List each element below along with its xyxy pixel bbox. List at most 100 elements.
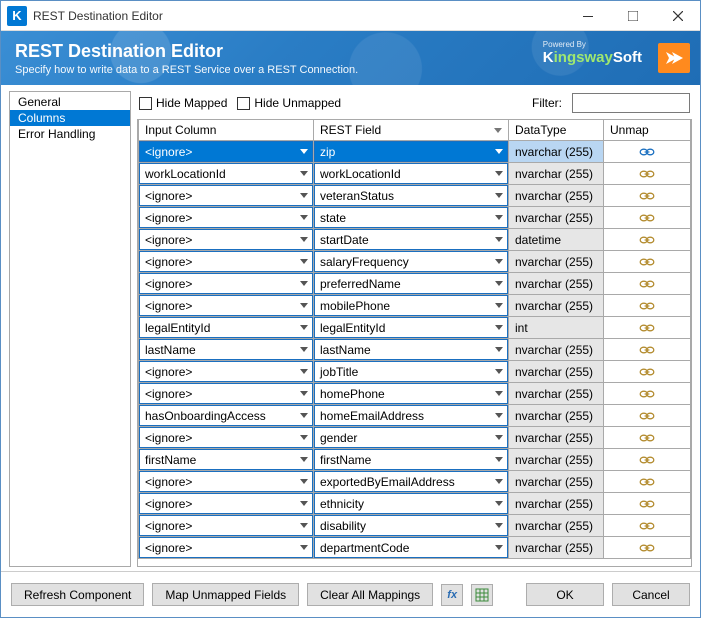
table-row[interactable]: <ignore> ethnicity nvarchar (255) bbox=[139, 493, 691, 515]
unmap-button[interactable] bbox=[604, 383, 690, 404]
window-title: REST Destination Editor bbox=[33, 9, 565, 23]
unmap-button[interactable] bbox=[604, 163, 690, 184]
input-column-combo[interactable]: lastName bbox=[139, 339, 313, 360]
close-button[interactable] bbox=[655, 1, 700, 31]
unmap-button[interactable] bbox=[604, 471, 690, 492]
sidebar-item-general[interactable]: General bbox=[10, 94, 130, 110]
table-row[interactable]: <ignore> exportedByEmailAddress nvarchar… bbox=[139, 471, 691, 493]
unmap-button[interactable] bbox=[604, 339, 690, 360]
table-row[interactable]: <ignore> startDate datetime bbox=[139, 229, 691, 251]
rest-field-combo[interactable]: lastName bbox=[314, 339, 508, 360]
table-row[interactable]: <ignore> homePhone nvarchar (255) bbox=[139, 383, 691, 405]
unmap-button[interactable] bbox=[604, 405, 690, 426]
input-column-combo[interactable]: <ignore> bbox=[139, 427, 313, 448]
col-header-datatype[interactable]: DataType bbox=[509, 120, 604, 141]
col-header-rest[interactable]: REST Field bbox=[314, 120, 509, 141]
rest-field-combo[interactable]: jobTitle bbox=[314, 361, 508, 382]
input-column-combo[interactable]: <ignore> bbox=[139, 251, 313, 272]
rest-field-combo[interactable]: workLocationId bbox=[314, 163, 508, 184]
table-row[interactable]: hasOnboardingAccess homeEmailAddress nva… bbox=[139, 405, 691, 427]
rest-field-combo[interactable]: homePhone bbox=[314, 383, 508, 404]
table-row[interactable]: firstName firstName nvarchar (255) bbox=[139, 449, 691, 471]
unmap-button[interactable] bbox=[604, 295, 690, 316]
rest-field-combo[interactable]: preferredName bbox=[314, 273, 508, 294]
input-column-combo[interactable]: <ignore> bbox=[139, 537, 313, 558]
map-unmapped-button[interactable]: Map Unmapped Fields bbox=[152, 583, 299, 606]
filter-input[interactable] bbox=[572, 93, 690, 113]
titlebar: K REST Destination Editor bbox=[1, 1, 700, 31]
cancel-button[interactable]: Cancel bbox=[612, 583, 690, 606]
maximize-button[interactable] bbox=[610, 1, 655, 31]
unmap-button[interactable] bbox=[604, 251, 690, 272]
table-row[interactable]: lastName lastName nvarchar (255) bbox=[139, 339, 691, 361]
refresh-component-button[interactable]: Refresh Component bbox=[11, 583, 144, 606]
rest-field-combo[interactable]: disability bbox=[314, 515, 508, 536]
table-row[interactable]: legalEntityId legalEntityId int bbox=[139, 317, 691, 339]
unmap-button[interactable] bbox=[604, 207, 690, 228]
sidebar-item-error-handling[interactable]: Error Handling bbox=[10, 126, 130, 142]
rest-field-combo[interactable]: ethnicity bbox=[314, 493, 508, 514]
table-row[interactable]: <ignore> gender nvarchar (255) bbox=[139, 427, 691, 449]
unmap-button[interactable] bbox=[604, 317, 690, 338]
input-column-combo[interactable]: firstName bbox=[139, 449, 313, 470]
rest-field-combo[interactable]: firstName bbox=[314, 449, 508, 470]
input-column-combo[interactable]: <ignore> bbox=[139, 207, 313, 228]
expression-button[interactable]: fx bbox=[441, 584, 463, 606]
clear-all-mappings-button[interactable]: Clear All Mappings bbox=[307, 583, 433, 606]
unmap-button[interactable] bbox=[604, 449, 690, 470]
rest-field-combo[interactable]: salaryFrequency bbox=[314, 251, 508, 272]
table-row[interactable]: <ignore> jobTitle nvarchar (255) bbox=[139, 361, 691, 383]
unmap-button[interactable] bbox=[604, 493, 690, 514]
rest-field-combo[interactable]: gender bbox=[314, 427, 508, 448]
input-column-combo[interactable]: <ignore> bbox=[139, 471, 313, 492]
columns-icon-button[interactable] bbox=[471, 584, 493, 606]
rest-field-combo[interactable]: exportedByEmailAddress bbox=[314, 471, 508, 492]
table-row[interactable]: <ignore> mobilePhone nvarchar (255) bbox=[139, 295, 691, 317]
table-row[interactable]: <ignore> veteranStatus nvarchar (255) bbox=[139, 185, 691, 207]
table-row[interactable]: workLocationId workLocationId nvarchar (… bbox=[139, 163, 691, 185]
input-column-combo[interactable]: <ignore> bbox=[139, 141, 313, 162]
hide-mapped-checkbox[interactable]: Hide Mapped bbox=[139, 96, 227, 110]
rest-field-combo[interactable]: mobilePhone bbox=[314, 295, 508, 316]
input-column-combo[interactable]: <ignore> bbox=[139, 383, 313, 404]
input-column-combo[interactable]: <ignore> bbox=[139, 229, 313, 250]
unmap-button[interactable] bbox=[604, 361, 690, 382]
table-row[interactable]: <ignore> disability nvarchar (255) bbox=[139, 515, 691, 537]
table-row[interactable]: <ignore> state nvarchar (255) bbox=[139, 207, 691, 229]
input-column-combo[interactable]: <ignore> bbox=[139, 185, 313, 206]
input-column-combo[interactable]: hasOnboardingAccess bbox=[139, 405, 313, 426]
table-row[interactable]: <ignore> departmentCode nvarchar (255) bbox=[139, 537, 691, 559]
rest-field-combo[interactable]: state bbox=[314, 207, 508, 228]
rest-field-combo[interactable]: zip bbox=[314, 141, 508, 162]
input-column-combo[interactable]: workLocationId bbox=[139, 163, 313, 184]
unmap-button[interactable] bbox=[604, 515, 690, 536]
rest-field-value: homePhone bbox=[315, 387, 491, 401]
unmap-button[interactable] bbox=[604, 185, 690, 206]
unmap-button[interactable] bbox=[604, 273, 690, 294]
table-row[interactable]: <ignore> zip nvarchar (255) bbox=[139, 141, 691, 163]
rest-field-combo[interactable]: veteranStatus bbox=[314, 185, 508, 206]
input-column-combo[interactable]: <ignore> bbox=[139, 493, 313, 514]
table-row[interactable]: <ignore> salaryFrequency nvarchar (255) bbox=[139, 251, 691, 273]
rest-field-combo[interactable]: legalEntityId bbox=[314, 317, 508, 338]
table-row[interactable]: <ignore> preferredName nvarchar (255) bbox=[139, 273, 691, 295]
unmap-button[interactable] bbox=[604, 141, 690, 162]
minimize-button[interactable] bbox=[565, 1, 610, 31]
rest-field-combo[interactable]: homeEmailAddress bbox=[314, 405, 508, 426]
unmap-button[interactable] bbox=[604, 229, 690, 250]
hide-unmapped-checkbox[interactable]: Hide Unmapped bbox=[237, 96, 341, 110]
unmap-button[interactable] bbox=[604, 537, 690, 558]
input-column-combo[interactable]: <ignore> bbox=[139, 515, 313, 536]
unmap-button[interactable] bbox=[604, 427, 690, 448]
input-column-combo[interactable]: <ignore> bbox=[139, 273, 313, 294]
ok-button[interactable]: OK bbox=[526, 583, 604, 606]
input-column-value: hasOnboardingAccess bbox=[140, 409, 296, 423]
col-header-unmap[interactable]: Unmap bbox=[604, 120, 691, 141]
col-header-input[interactable]: Input Column bbox=[139, 120, 314, 141]
input-column-combo[interactable]: legalEntityId bbox=[139, 317, 313, 338]
rest-field-combo[interactable]: departmentCode bbox=[314, 537, 508, 558]
input-column-combo[interactable]: <ignore> bbox=[139, 361, 313, 382]
sidebar-item-columns[interactable]: Columns bbox=[10, 110, 130, 126]
input-column-combo[interactable]: <ignore> bbox=[139, 295, 313, 316]
rest-field-combo[interactable]: startDate bbox=[314, 229, 508, 250]
